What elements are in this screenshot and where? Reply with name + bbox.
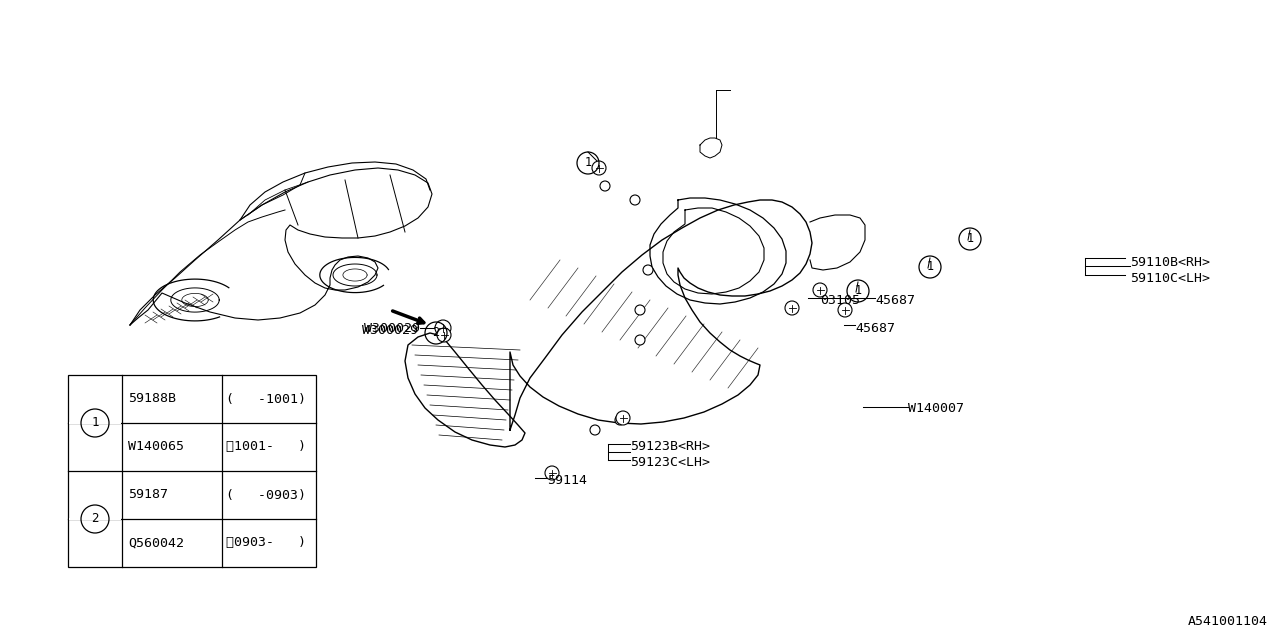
Bar xyxy=(69,422,122,424)
Text: W300029: W300029 xyxy=(364,321,420,335)
Text: 59114: 59114 xyxy=(547,474,588,486)
Circle shape xyxy=(635,335,645,345)
Text: 〈1001-   ): 〈1001- ) xyxy=(227,440,306,454)
Circle shape xyxy=(838,303,852,317)
Text: 59188B: 59188B xyxy=(128,392,177,406)
Text: (   -0903): ( -0903) xyxy=(227,488,306,502)
Circle shape xyxy=(545,466,559,480)
Circle shape xyxy=(435,320,451,336)
Circle shape xyxy=(635,305,645,315)
Circle shape xyxy=(590,425,600,435)
Text: 2: 2 xyxy=(91,513,99,525)
Circle shape xyxy=(630,195,640,205)
Text: 59123B<RH>: 59123B<RH> xyxy=(630,440,710,452)
Text: 1: 1 xyxy=(91,417,99,429)
Circle shape xyxy=(785,301,799,315)
Text: 1: 1 xyxy=(927,260,933,273)
Text: 1: 1 xyxy=(966,232,974,246)
Text: 59187: 59187 xyxy=(128,488,168,502)
Circle shape xyxy=(616,411,630,425)
Circle shape xyxy=(614,415,625,425)
Text: A541001104: A541001104 xyxy=(1188,615,1268,628)
Text: 59110B<RH>: 59110B<RH> xyxy=(1130,255,1210,269)
Bar xyxy=(68,375,316,567)
Text: W300029: W300029 xyxy=(362,323,419,337)
Text: 〈0903-   ): 〈0903- ) xyxy=(227,536,306,550)
Text: (   -1001): ( -1001) xyxy=(227,392,306,406)
Circle shape xyxy=(591,161,605,175)
Text: 45687: 45687 xyxy=(876,294,915,307)
Bar xyxy=(69,518,122,520)
Text: W140007: W140007 xyxy=(908,403,964,415)
Text: 1: 1 xyxy=(855,285,861,298)
Circle shape xyxy=(813,283,827,297)
Text: W140065: W140065 xyxy=(128,440,184,454)
Text: Q560042: Q560042 xyxy=(128,536,184,550)
Circle shape xyxy=(643,265,653,275)
Text: 1: 1 xyxy=(585,157,591,170)
Text: 03105: 03105 xyxy=(820,294,860,307)
Circle shape xyxy=(436,328,451,342)
Circle shape xyxy=(600,181,611,191)
Text: 45687: 45687 xyxy=(855,321,895,335)
Text: 2: 2 xyxy=(433,326,439,339)
Text: 59123C<LH>: 59123C<LH> xyxy=(630,456,710,468)
Text: 59110C<LH>: 59110C<LH> xyxy=(1130,271,1210,285)
